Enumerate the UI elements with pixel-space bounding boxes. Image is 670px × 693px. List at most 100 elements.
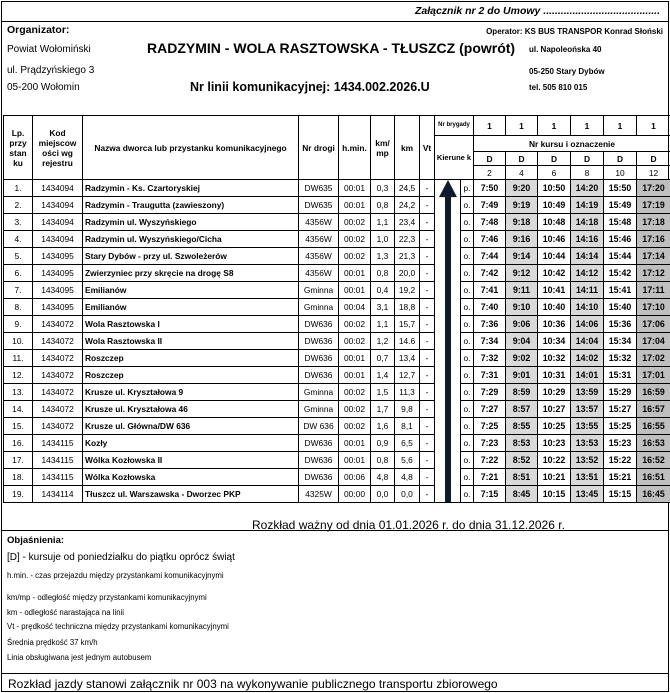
departure-time: 17:16 [636, 230, 670, 248]
speed: - [419, 400, 435, 418]
stop-name: Radzymin - Traugutta (zawieszony) [82, 196, 299, 214]
departure-time: 10:22 [537, 451, 571, 469]
header-brigade: Nr brygady [434, 115, 474, 136]
road: 4356W [298, 213, 339, 231]
departure-time: 9:16 [505, 230, 538, 248]
departure-time: 14:01 [570, 366, 604, 384]
course-number: 12 [636, 165, 670, 180]
course-mark: D [537, 151, 571, 166]
row: 14. 1434072 Krusze ul. Kryształowa 46 Gminn… [3, 400, 670, 418]
travel-time: 00:00 [338, 485, 371, 503]
lp: 6. [3, 264, 33, 282]
brigade-number: 1 [473, 115, 506, 136]
road: Gminna [298, 281, 339, 299]
departure-time: 15:23 [603, 434, 637, 452]
departure-time: 10:31 [537, 366, 571, 384]
travel-time: 00:01 [338, 196, 371, 214]
row: 8. 1434095 Emilianów Gminna 00:04 3,1 18,8- o. 7… [3, 298, 670, 316]
note: Vt - prędkość techniczna między przystan… [7, 622, 229, 631]
departure-time: 7:21 [473, 468, 506, 486]
stop-code: 1434094 [32, 179, 83, 197]
header-course: Nr kursu i oznaczenie [473, 135, 670, 152]
stop-code: 1434072 [32, 315, 83, 333]
direction-flag: o. [460, 315, 474, 333]
cumulative-km: 24,2 [394, 196, 420, 214]
departure-time: 8:52 [505, 451, 538, 469]
departure-time: 17:06 [636, 315, 670, 333]
cumulative-km: 21,3 [394, 247, 420, 265]
validity: Rozkład ważny od dnia 01.01.2026 r. do d… [252, 518, 565, 532]
stop-name: Wola Rasztowska II [82, 332, 299, 350]
row: 11. 1434072 Roszczep DW636 00:01 0,7 13,4- o. 7:… [3, 349, 670, 367]
stop-code: 1434072 [32, 383, 83, 401]
course-mark: D [505, 151, 538, 166]
travel-time: 00:01 [338, 281, 371, 299]
departure-time: 15:21 [603, 468, 637, 486]
row: 15. 1434072 Krusze ul. Główna/DW 636 DW 636… [3, 417, 670, 435]
road: Gminna [298, 400, 339, 418]
departure-time: 8:51 [505, 468, 538, 486]
travel-time: 00:02 [338, 417, 371, 435]
departure-time: 9:01 [505, 366, 538, 384]
course-number: 6 [537, 165, 571, 180]
lp: 3. [3, 213, 33, 231]
departure-time: 15:31 [603, 366, 637, 384]
stop-name: Zwierzyniec przy skręcie na drogę S8 [82, 264, 299, 282]
cumulative-km: 13,4 [394, 349, 420, 367]
departure-time: 7:41 [473, 281, 506, 299]
departure-time: 16:57 [636, 400, 670, 418]
road: 4356W [298, 230, 339, 248]
departure-time: 10:46 [537, 230, 571, 248]
departure-time: 13:57 [570, 400, 604, 418]
notes-title: Objaśnienia: [7, 535, 65, 546]
departure-time: 15:29 [603, 383, 637, 401]
departure-time: 17:14 [636, 247, 670, 265]
stop-name: Roszczep [82, 366, 299, 384]
distance: 1,4 [370, 366, 395, 384]
departure-time: 9:12 [505, 264, 538, 282]
departure-time: 15:50 [603, 179, 637, 197]
departure-time: 17:20 [636, 179, 670, 197]
speed: - [419, 383, 435, 401]
departure-time: 7:40 [473, 298, 506, 316]
departure-time: 7:27 [473, 400, 506, 418]
road: DW636 [298, 468, 339, 486]
cumulative-km: 8,1 [394, 417, 420, 435]
departure-time: 16:52 [636, 451, 670, 469]
departure-time: 7:42 [473, 264, 506, 282]
direction-flag: o. [460, 332, 474, 350]
operator-label: Operator: KS BUS TRANSPOR Konrad Słoński [486, 27, 663, 36]
lp: 15. [3, 417, 33, 435]
departure-time: 9:11 [505, 281, 538, 299]
departure-time: 10:34 [537, 332, 571, 350]
stop-name: Wólka Kozłowska [82, 468, 299, 486]
departure-time: 15:40 [603, 298, 637, 316]
road: 4356W [298, 247, 339, 265]
departure-time: 7:48 [473, 213, 506, 231]
travel-time: 00:02 [338, 247, 371, 265]
cumulative-km: 5,6 [394, 451, 420, 469]
departure-time: 7:46 [473, 230, 506, 248]
course-mark: D [636, 151, 670, 166]
course-number: 2 [473, 165, 506, 180]
departure-time: 13:55 [570, 417, 604, 435]
departure-time: 8:59 [505, 383, 538, 401]
departure-time: 16:55 [636, 417, 670, 435]
divider [2, 673, 668, 674]
travel-time: 00:06 [338, 468, 371, 486]
direction-flag: o. [460, 451, 474, 469]
stop-name: Stary Dybów - przy ul. Szwoleżerów [82, 247, 299, 265]
stop-name: Kozły [82, 434, 299, 452]
departure-time: 15:15 [603, 485, 637, 503]
departure-time: 10:21 [537, 468, 571, 486]
course-number: 4 [505, 165, 538, 180]
direction-flag: o. [460, 383, 474, 401]
travel-time: 00:01 [338, 264, 371, 282]
departure-time: 10:50 [537, 179, 571, 197]
course-mark: D [473, 151, 506, 166]
travel-time: 00:02 [338, 383, 371, 401]
departure-time: 7:32 [473, 349, 506, 367]
departure-time: 17:11 [636, 281, 670, 299]
stop-code: 1434094 [32, 196, 83, 214]
